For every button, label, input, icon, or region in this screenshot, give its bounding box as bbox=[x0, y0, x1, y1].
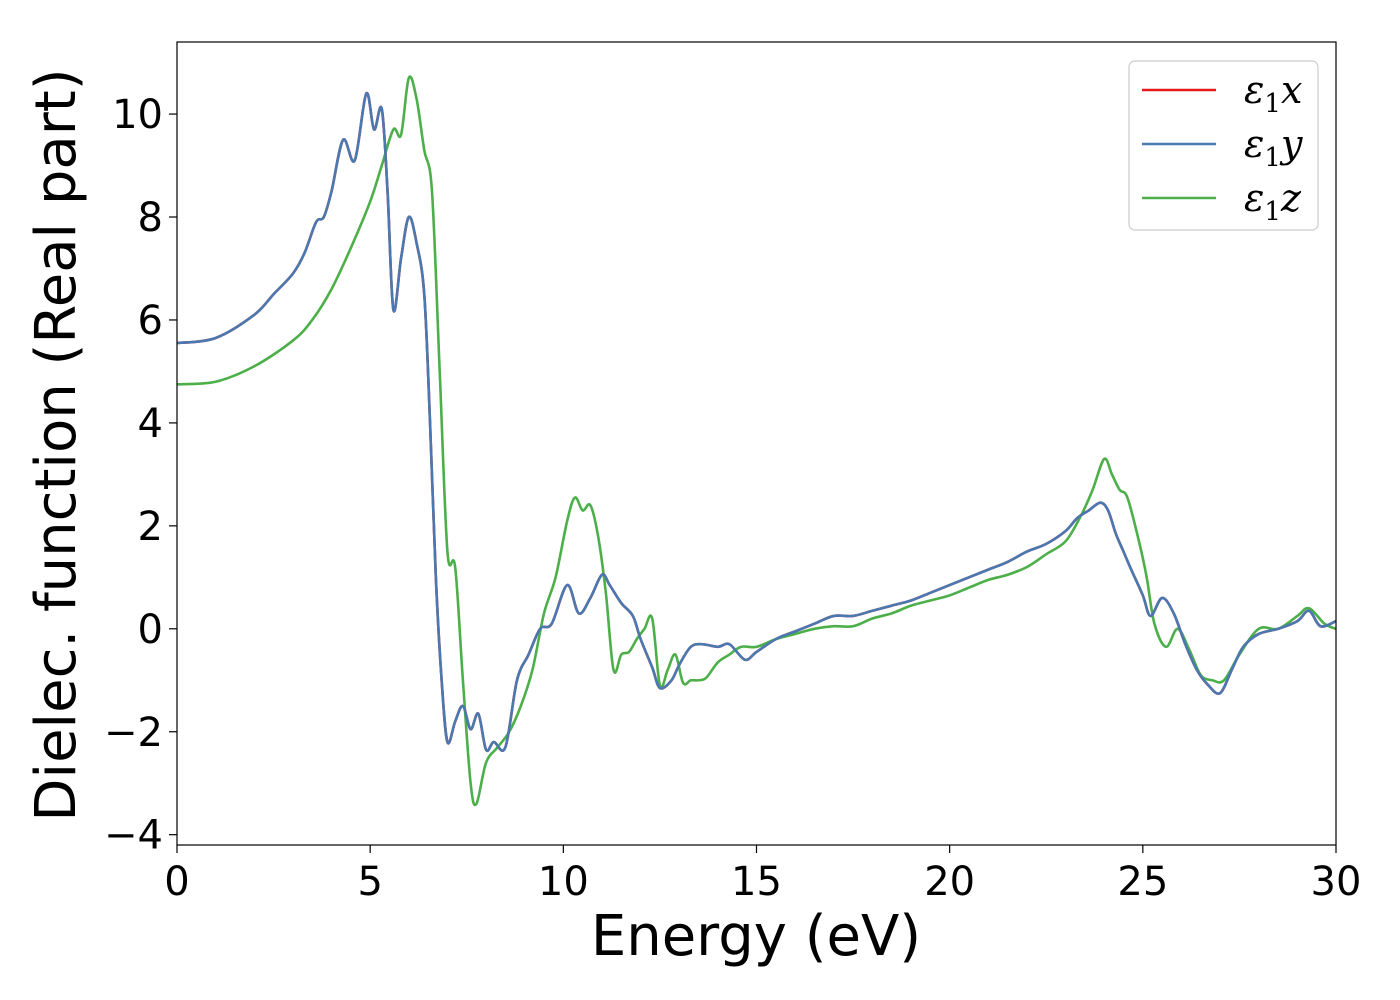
y-tick-label: 0 bbox=[138, 607, 163, 653]
y-tick-label: 6 bbox=[138, 298, 163, 344]
y-tick-label: 10 bbox=[112, 92, 163, 138]
y-tick-label: 4 bbox=[138, 401, 163, 447]
y-tick-label: −2 bbox=[104, 710, 163, 756]
x-tick-label: 10 bbox=[538, 859, 589, 905]
series-layer bbox=[177, 75, 1336, 807]
x-axis: 0 5 10 15 20 25 30 bbox=[164, 845, 1361, 905]
x-tick-label: 15 bbox=[731, 859, 782, 905]
legend-label-z: ε1z bbox=[1244, 176, 1302, 227]
y-tick-label: −4 bbox=[104, 813, 163, 859]
y-tick-label: 2 bbox=[138, 504, 163, 550]
series-line-y bbox=[177, 92, 1336, 753]
x-tick-label: 0 bbox=[164, 859, 189, 905]
y-axis: −4 −2 0 2 4 6 8 10 bbox=[104, 92, 177, 859]
legend-box bbox=[1128, 60, 1319, 231]
x-tick-label: 30 bbox=[1311, 859, 1362, 905]
x-tick-label: 5 bbox=[357, 859, 382, 905]
series-line-z bbox=[177, 75, 1336, 807]
x-tick-label: 25 bbox=[1117, 859, 1168, 905]
legend-label-x: ε1x bbox=[1244, 68, 1302, 119]
x-axis-label: Energy (eV) bbox=[591, 904, 921, 969]
x-tick-label: 20 bbox=[924, 859, 975, 905]
legend-label-y: ε1y bbox=[1244, 122, 1303, 173]
y-tick-label: 8 bbox=[138, 195, 163, 241]
y-axis-label: Dielec. function (Real part) bbox=[24, 68, 89, 821]
